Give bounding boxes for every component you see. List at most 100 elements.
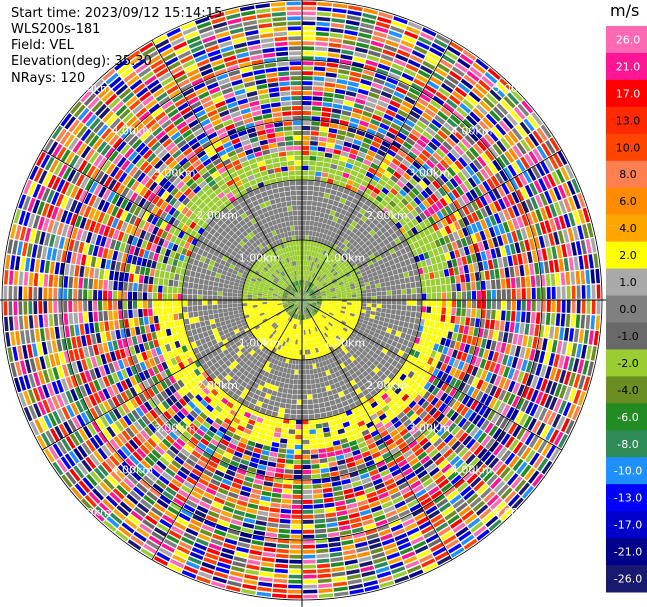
range-gate [307, 270, 310, 276]
range-gate [345, 322, 351, 328]
range-gate [216, 326, 223, 333]
range-gate [361, 514, 373, 521]
range-gate [316, 336, 321, 342]
range-gate [229, 397, 237, 405]
range-gate [325, 263, 330, 269]
range-gate [376, 149, 386, 157]
range-gate [430, 193, 439, 203]
range-gate [260, 369, 266, 376]
range-gate [344, 426, 352, 433]
range-gate [465, 317, 471, 326]
range-gate [258, 459, 268, 466]
range-gate [303, 309, 306, 315]
range-gate [302, 454, 311, 460]
range-gate [279, 518, 291, 524]
range-gate [299, 340, 302, 345]
range-gate [457, 141, 468, 153]
range-gate [404, 259, 411, 266]
range-gate [365, 337, 371, 344]
range-gate [148, 535, 162, 546]
range-gate [571, 242, 577, 256]
range-gate [475, 171, 486, 183]
range-gate [297, 304, 300, 310]
range-gate [352, 275, 358, 281]
range-gate [422, 163, 432, 173]
range-gate [315, 533, 327, 539]
range-gate [387, 442, 397, 451]
range-gate [336, 191, 343, 198]
range-gate [496, 156, 506, 169]
range-gate [211, 409, 220, 417]
range-gate [483, 470, 495, 483]
range-gate [485, 339, 492, 350]
range-gate [313, 186, 320, 192]
range-gate [541, 248, 548, 261]
range-gate [443, 102, 455, 113]
range-gate [256, 416, 264, 423]
range-gate [336, 365, 342, 371]
range-gate [325, 359, 331, 365]
range-gate [124, 518, 138, 530]
range-gate [361, 163, 370, 171]
range-gate [375, 311, 381, 317]
range-gate [347, 573, 361, 580]
range-gate [345, 564, 359, 571]
range-gate [235, 504, 247, 512]
range-gate [277, 327, 282, 333]
range-gate [405, 137, 416, 146]
range-gate [260, 454, 269, 461]
range-gate [428, 341, 435, 350]
range-gate [315, 231, 320, 238]
range-gate [411, 226, 418, 235]
range-gate [297, 394, 302, 400]
range-gate [465, 95, 478, 107]
range-gate [354, 51, 367, 59]
range-gate [65, 471, 77, 485]
range-gate [419, 370, 427, 379]
range-gate [488, 519, 502, 532]
range-gate [415, 385, 423, 394]
range-gate [343, 34, 357, 41]
range-gate [324, 507, 336, 513]
range-gate [354, 335, 361, 341]
range-gate [250, 430, 259, 438]
range-gate [159, 494, 172, 505]
range-gate [519, 346, 526, 359]
range-gate [407, 476, 419, 485]
range-gate [323, 262, 329, 268]
range-gate [291, 509, 302, 514]
range-gate [317, 443, 326, 449]
range-gate [172, 427, 182, 437]
range-gate [380, 469, 391, 477]
range-gate [313, 86, 324, 92]
range-gate [79, 385, 88, 398]
range-gate [265, 314, 271, 319]
range-gate [532, 420, 542, 434]
range-gate [358, 338, 365, 344]
range-gate [303, 280, 305, 286]
range-gate [376, 409, 384, 417]
range-gate [249, 435, 258, 442]
range-gate [267, 344, 272, 351]
range-gate [311, 328, 315, 334]
range-gate [488, 329, 494, 340]
range-gate [344, 559, 358, 566]
range-gate [302, 514, 314, 519]
range-gate [448, 398, 457, 408]
range-gate [140, 498, 153, 510]
range-gate [446, 292, 452, 300]
range-gate [370, 429, 380, 438]
range-gate [168, 530, 182, 540]
range-gate [512, 145, 523, 158]
range-gate [435, 91, 448, 102]
range-gate [355, 541, 368, 548]
range-gate [154, 431, 165, 441]
range-gate [407, 21, 423, 30]
range-gate [152, 365, 160, 375]
range-gate [319, 377, 324, 383]
range-gate [494, 172, 504, 185]
range-gate [295, 303, 299, 308]
range-gate [311, 277, 315, 283]
range-gate [198, 571, 213, 580]
range-gate [315, 281, 320, 286]
